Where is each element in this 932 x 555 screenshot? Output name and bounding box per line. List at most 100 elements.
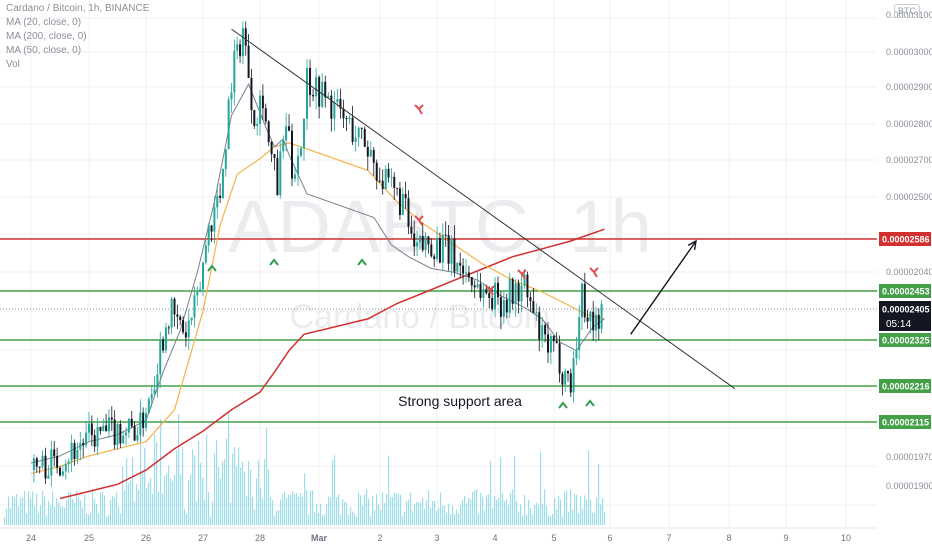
candle-up — [303, 118, 305, 149]
candle-down — [239, 44, 242, 57]
volume-bar — [346, 503, 348, 525]
projection-arrow — [630, 240, 697, 335]
candle-up — [482, 289, 485, 298]
volume-bar — [224, 459, 226, 525]
candle-up — [156, 374, 159, 390]
indicator-ma50[interactable]: MA (50, close, 0) — [6, 45, 82, 56]
time-tick-label: 7 — [666, 533, 671, 543]
volume-bar — [568, 511, 570, 525]
support-annotation: Strong support area — [398, 393, 522, 409]
volume-bar — [560, 499, 562, 525]
volume-bar — [386, 494, 388, 525]
candle-down — [44, 455, 47, 479]
candle-down — [162, 339, 165, 351]
price-axis[interactable]: 0.00003100 0.00003000 0.00002900 0.00002800… — [878, 0, 932, 550]
candle-up — [241, 28, 244, 57]
time-tick-label: 28 — [255, 533, 265, 543]
candle-down — [130, 418, 133, 427]
candle-down — [511, 278, 514, 304]
volume-bar — [460, 504, 462, 525]
candle-down — [119, 424, 122, 444]
volume-bar — [318, 513, 320, 525]
volume-bar — [202, 477, 204, 525]
indicator-ma200[interactable]: MA (200, close, 0) — [6, 31, 87, 42]
level-price-tag — [879, 379, 931, 393]
time-axis[interactable]: 24 25 26 27 28 Mar 2 3 4 5 6 7 8 9 10 — [0, 527, 877, 543]
candle-up — [600, 303, 603, 329]
candle-down — [73, 442, 76, 460]
candle-down — [547, 334, 549, 353]
candle-down — [529, 297, 532, 302]
volume-bar — [98, 513, 100, 525]
volume-bar — [514, 456, 516, 525]
volume-bar — [26, 513, 28, 525]
volume-bar — [290, 494, 292, 525]
volume-bar — [588, 450, 590, 525]
candle-up — [595, 314, 597, 331]
volume-bar — [418, 502, 420, 525]
level-price-label: 0.00002216 — [882, 382, 930, 392]
volume-bar — [504, 501, 506, 525]
volume-bar — [294, 493, 296, 525]
time-tick-label: 8 — [726, 533, 731, 543]
candle-down — [366, 146, 369, 157]
candle-down — [393, 176, 396, 188]
indicator-ma20[interactable]: MA (20, close, 0) — [6, 17, 82, 28]
volume-bar — [458, 513, 460, 525]
volume-bar — [108, 514, 110, 525]
price-tick-label: 0.00002800 — [886, 119, 932, 129]
candle-down — [182, 319, 185, 333]
candle-up — [224, 149, 227, 169]
volume-bar — [18, 506, 20, 525]
volume-bar — [422, 497, 424, 525]
candle-down — [413, 233, 416, 247]
currency-badge[interactable]: BTC — [894, 4, 920, 18]
candle-up — [502, 299, 505, 317]
price-tick-label: 0.00002500 — [886, 192, 932, 202]
candle-up — [41, 455, 44, 467]
candle-down — [291, 130, 293, 179]
candle-up — [107, 417, 110, 432]
volume-bar — [274, 515, 276, 525]
volume-bar — [292, 491, 294, 525]
candle-up — [294, 174, 296, 179]
volume-bar — [310, 490, 312, 525]
volume-bar — [362, 505, 364, 525]
volume-bar — [230, 502, 232, 525]
up-signal-marker — [269, 258, 279, 266]
volume-bar — [298, 496, 300, 525]
candle-down — [532, 301, 535, 313]
volume-bar — [396, 493, 398, 525]
candle-down — [93, 435, 96, 447]
up-signal-marker — [558, 401, 568, 409]
volume-bar — [226, 438, 228, 525]
volume-bar — [406, 500, 408, 525]
candle-down — [324, 81, 327, 98]
up-signal-marker — [357, 258, 367, 266]
down-signal-marker — [414, 215, 424, 226]
volume-bar — [192, 449, 194, 525]
volume-bar — [158, 491, 160, 525]
volume-bar — [256, 478, 258, 525]
candle-up — [136, 435, 139, 441]
volume-bar — [90, 512, 92, 525]
price-tick-label: 0.00002900 — [886, 82, 932, 92]
volume-bar — [12, 495, 14, 525]
volume-bar — [216, 440, 218, 525]
volume-bar — [506, 499, 508, 525]
volume-bar — [168, 465, 170, 525]
candle-down — [99, 426, 102, 432]
volume-bar — [130, 480, 132, 525]
candle-down — [597, 314, 600, 329]
volume-bar — [54, 506, 56, 525]
indicator-volume[interactable]: Vol — [6, 59, 20, 70]
candle-down — [342, 108, 345, 119]
level-price-label: 0.00002453 — [882, 287, 930, 297]
volume-bar — [404, 511, 406, 525]
candle-up — [300, 148, 302, 156]
candles — [32, 21, 603, 487]
volume-bar — [590, 499, 592, 525]
candle-down — [552, 336, 555, 342]
candle-up — [357, 127, 360, 138]
